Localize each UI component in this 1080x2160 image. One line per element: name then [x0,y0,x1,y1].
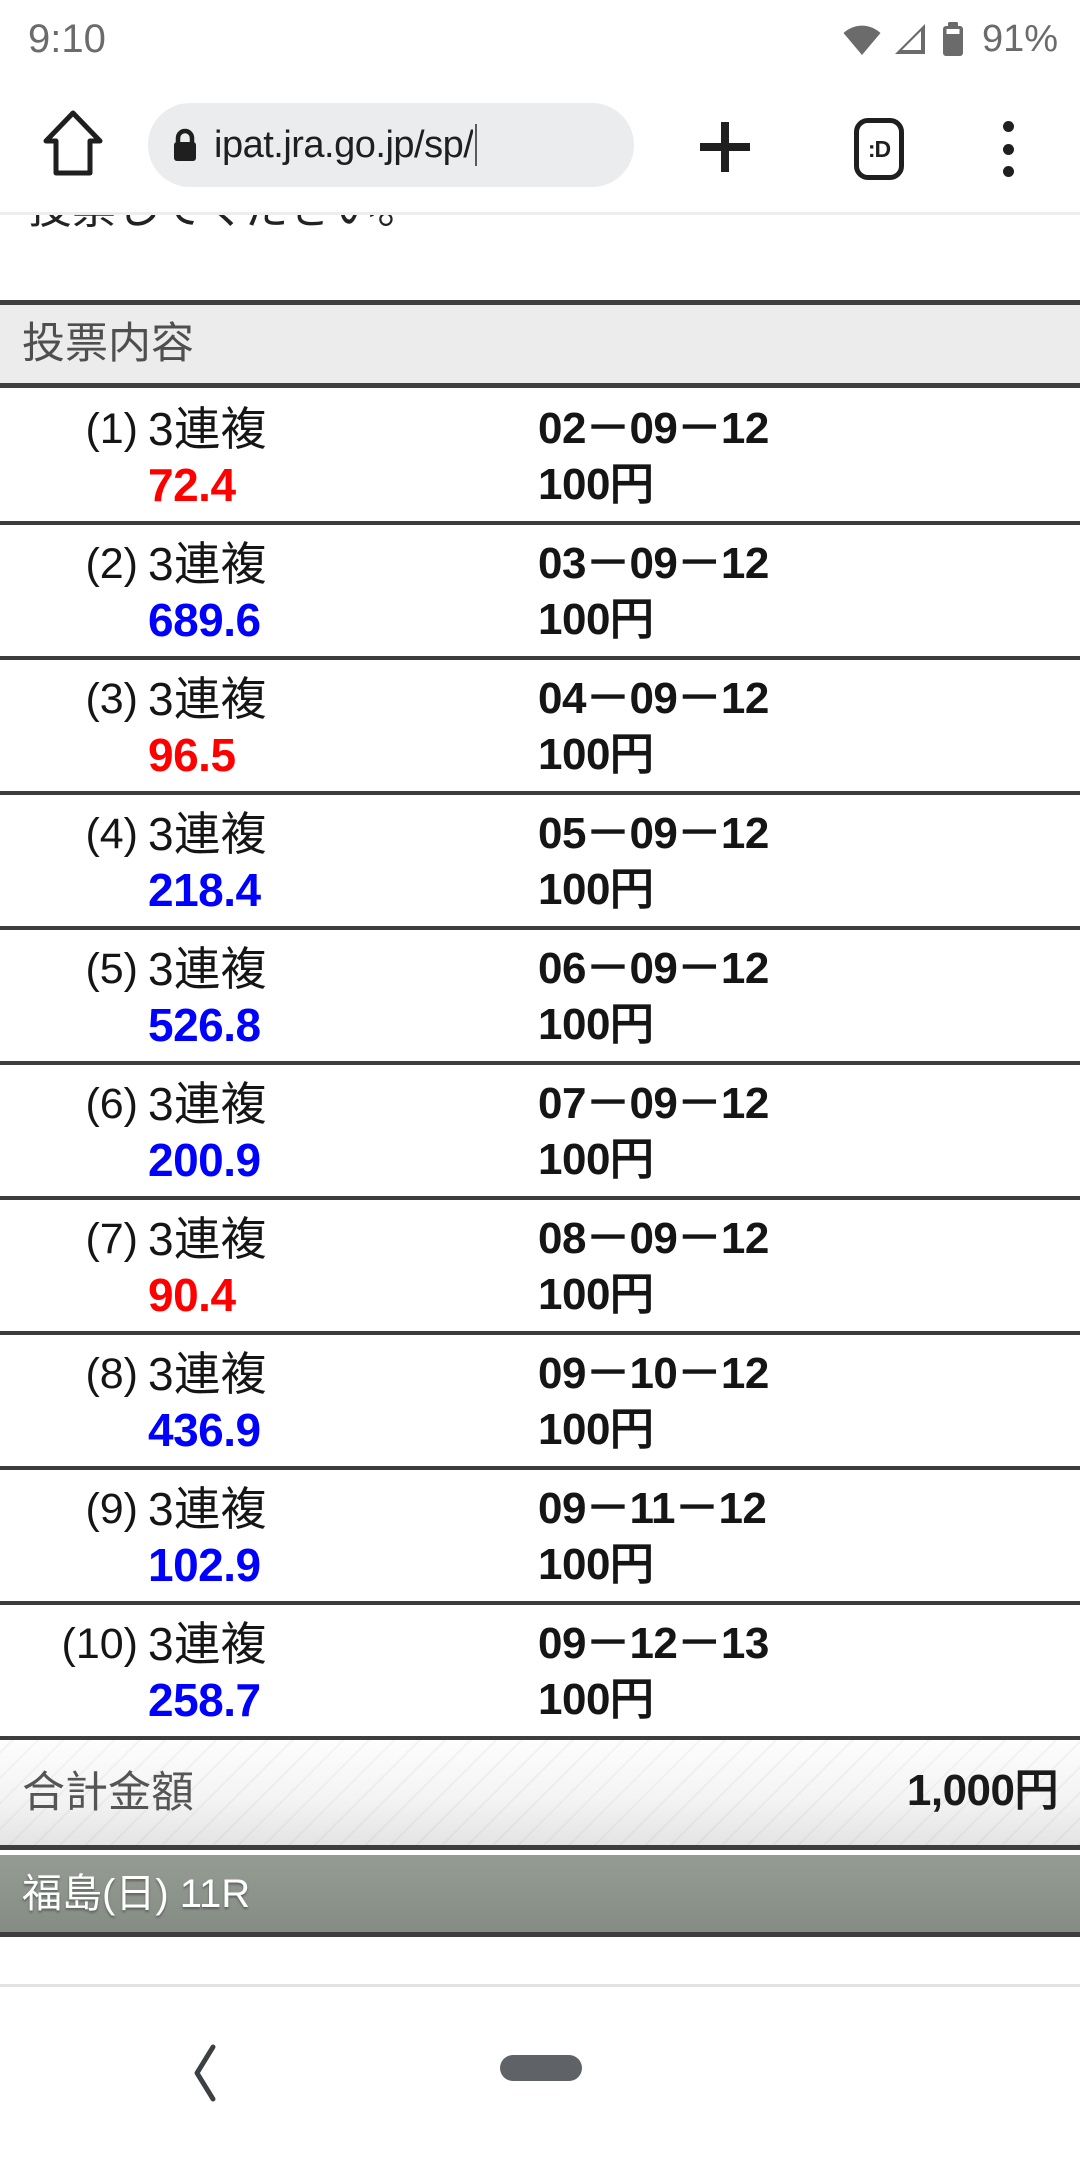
address-bar-url: ipat.jra.go.jp/sp/ [214,124,474,166]
bet-list-table: (1) 3連複 72.4 02－09－12 100円 (2) 3連複 689.6 03－09－1… [0,390,1080,1740]
table-row[interactable]: (2) 3連複 689.6 03－09－12 100円 [0,525,1080,660]
bet-row-amount: 100円 [538,1540,654,1589]
bet-row-amount: 100円 [538,595,654,644]
bet-row-index: (1) [85,405,138,453]
lock-icon [170,127,200,163]
tab-switcher-button[interactable]: :D [846,116,912,182]
bet-row-type: 3連複 [148,1078,268,1130]
instruction-label: 投票してください。 [28,215,421,237]
bet-row-index: (3) [85,675,138,723]
total-amount-label: 合計金額 [22,1769,194,1817]
bet-row-odds: 436.9 [148,1404,261,1456]
table-row[interactable]: (8) 3連複 436.9 09－10－12 100円 [0,1335,1080,1470]
bet-row-amount: 100円 [538,1000,654,1049]
bet-row-amount: 100円 [538,1675,654,1724]
bet-row-odds: 689.6 [148,594,261,646]
bet-row-combination: 09－10－12 [538,1349,769,1398]
overflow-menu-icon-dot-3 [1002,166,1014,177]
overflow-menu-icon-dot-2 [1002,143,1014,155]
status-bar: 9:10 91% [0,0,1080,78]
back-button[interactable] [175,2043,235,2108]
bet-row-type: 3連複 [148,673,268,725]
bet-row-type: 3連複 [148,1348,268,1400]
bet-row-amount: 100円 [538,1270,654,1319]
bet-row-combination: 09－11－12 [538,1484,767,1533]
table-row[interactable]: (6) 3連複 200.9 07－09－12 100円 [0,1065,1080,1200]
bet-row-odds: 90.4 [148,1269,236,1321]
bet-row-combination: 06－09－12 [538,944,769,993]
bet-row-index: (8) [85,1350,138,1398]
bet-row-odds: 218.4 [148,864,261,916]
bet-row-amount: 100円 [538,1135,654,1184]
bet-row-odds: 96.5 [148,729,236,781]
bet-row-type: 3連複 [148,538,268,590]
bet-row-combination: 08－09－12 [538,1214,769,1263]
bet-row-combination: 04－09－12 [538,674,769,723]
bet-row-amount: 100円 [538,460,654,509]
bet-row-index: (10) [61,1620,138,1668]
bet-row-combination: 07－09－12 [538,1079,769,1128]
bet-row-index: (7) [85,1215,138,1263]
new-tab-button[interactable] [694,118,756,180]
home-gesture-pill[interactable] [500,2055,582,2081]
bet-row-type: 3連複 [148,1213,268,1265]
table-row[interactable]: (1) 3連複 72.4 02－09－12 100円 [0,390,1080,525]
total-amount-value: 1,000円 [906,1766,1059,1815]
bet-row-amount: 100円 [538,1405,654,1454]
bet-row-type: 3連複 [148,808,268,860]
clipped-instruction-text: 投票してください。 [0,212,1080,284]
table-row[interactable]: (3) 3連複 96.5 04－09－12 100円 [0,660,1080,795]
battery-percent-label: 91% [981,18,1058,60]
race-header-label: 福島(日) 11R [22,1871,251,1916]
bet-row-combination: 03－09－12 [538,539,769,588]
bet-row-amount: 100円 [538,865,654,914]
bet-row-odds: 72.4 [148,459,236,511]
bet-row-odds: 258.7 [148,1674,261,1726]
overflow-menu-icon-dot-1 [1002,121,1014,132]
bet-row-index: (9) [85,1485,138,1533]
bet-row-odds: 102.9 [148,1539,261,1591]
table-row[interactable]: (7) 3連複 90.4 08－09－12 100円 [0,1200,1080,1335]
battery-icon [940,22,966,56]
bet-row-index: (4) [85,810,138,858]
bet-row-amount: 100円 [538,730,654,779]
race-header-bar: 福島(日) 11R [0,1855,1080,1937]
wifi-icon [842,24,881,55]
tab-count-label: :D [854,118,904,180]
overflow-menu-button[interactable] [978,118,1038,180]
bet-row-index: (6) [85,1080,138,1128]
plus-icon [696,118,754,181]
back-chevron-icon [188,2043,222,2108]
bet-row-odds: 200.9 [148,1134,261,1186]
bet-row-type: 3連複 [148,943,268,995]
bet-row-type: 3連複 [148,1618,268,1670]
bet-row-index: (5) [85,945,138,993]
status-icon-group: 91% [842,14,1058,64]
home-button[interactable] [36,108,110,182]
cellular-signal-icon [892,23,928,55]
bet-row-combination: 02－09－12 [538,404,769,453]
status-clock: 9:10 [28,17,106,61]
bet-row-type: 3連複 [148,403,268,455]
bet-row-combination: 05－09－12 [538,809,769,858]
web-page-viewport: 投票してください。 投票内容 (1)3連複72.402－09－12100円(2)… [0,212,1080,1984]
bet-row-odds: 526.8 [148,999,261,1051]
address-bar-caret [475,124,478,166]
browser-toolbar: ipat.jra.go.jp/sp/ :D [0,78,1080,212]
table-row[interactable]: (10) 3連複 258.7 09－12－13 100円 [0,1605,1080,1740]
table-row[interactable]: (9) 3連複 102.9 09－11－12 100円 [0,1470,1080,1605]
bet-row-type: 3連複 [148,1483,268,1535]
section-header-bet-details: 投票内容 [0,300,1080,388]
address-bar[interactable]: ipat.jra.go.jp/sp/ [148,103,634,187]
bet-row-index: (2) [85,540,138,588]
android-navigation-bar [0,1984,1080,2160]
table-row[interactable]: (5) 3連複 526.8 06－09－12 100円 [0,930,1080,1065]
home-icon [42,108,104,183]
bet-row-combination: 09－12－13 [538,1619,769,1668]
table-row[interactable]: (4) 3連複 218.4 05－09－12 100円 [0,795,1080,930]
total-amount-row: 合計金額 1,000円 [0,1740,1080,1850]
section-header-label: 投票内容 [22,320,194,368]
